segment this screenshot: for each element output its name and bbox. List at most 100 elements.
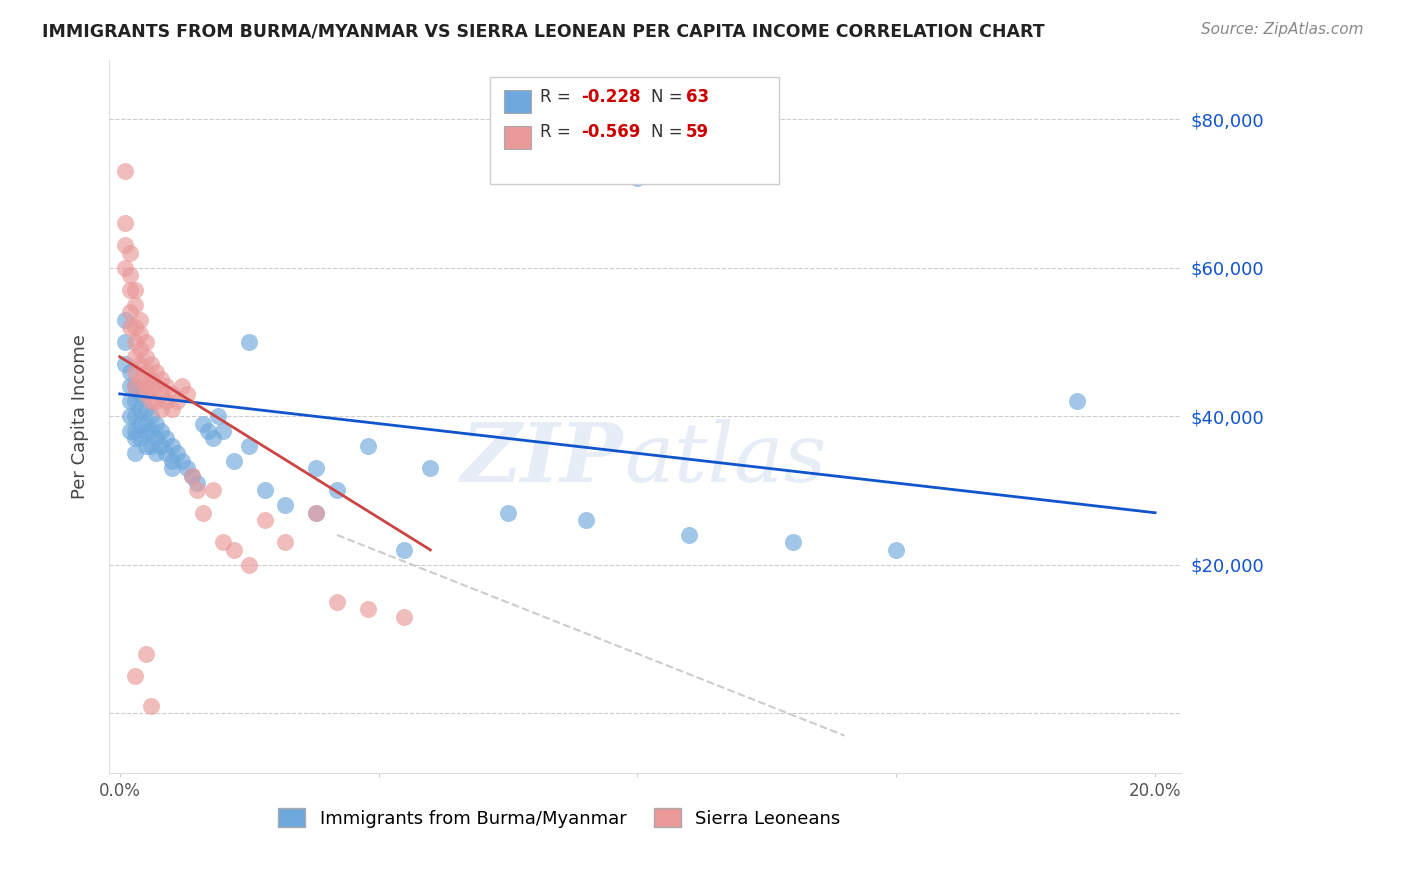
Point <box>678 528 700 542</box>
Point <box>120 365 142 379</box>
Point <box>496 506 519 520</box>
Point <box>124 379 146 393</box>
Point <box>176 461 198 475</box>
Point <box>124 334 146 349</box>
Point <box>139 357 162 371</box>
Point <box>145 417 167 431</box>
Point <box>186 483 208 498</box>
Point <box>135 647 157 661</box>
Point <box>124 350 146 364</box>
Point <box>139 439 162 453</box>
Point <box>222 454 245 468</box>
Point <box>884 542 907 557</box>
Point <box>181 468 204 483</box>
Point <box>305 506 328 520</box>
Text: Source: ZipAtlas.com: Source: ZipAtlas.com <box>1201 22 1364 37</box>
Point <box>166 394 188 409</box>
Point <box>139 394 162 409</box>
Point <box>176 387 198 401</box>
Point <box>394 542 416 557</box>
Point <box>166 446 188 460</box>
Point <box>135 424 157 438</box>
Point <box>197 424 219 438</box>
Point <box>124 298 146 312</box>
Point <box>150 439 173 453</box>
Point <box>253 513 276 527</box>
Point <box>253 483 276 498</box>
Point <box>139 424 162 438</box>
Point <box>135 334 157 349</box>
Point <box>191 417 214 431</box>
Point <box>114 260 136 275</box>
Point <box>139 409 162 424</box>
Point <box>150 401 173 416</box>
Point <box>114 238 136 252</box>
Point <box>114 216 136 230</box>
Point <box>124 379 146 393</box>
Point <box>155 432 177 446</box>
Point <box>1066 394 1088 409</box>
Point <box>150 424 173 438</box>
Point <box>135 417 157 431</box>
Point <box>124 283 146 297</box>
Text: -0.569: -0.569 <box>581 123 640 141</box>
Bar <box>503 90 530 113</box>
Point <box>160 454 183 468</box>
Point <box>212 424 235 438</box>
Point <box>120 305 142 319</box>
Point <box>238 334 260 349</box>
Text: 59: 59 <box>686 123 709 141</box>
Point <box>145 446 167 460</box>
Text: N =: N = <box>651 123 688 141</box>
Point <box>160 401 183 416</box>
Y-axis label: Per Capita Income: Per Capita Income <box>72 334 89 499</box>
FancyBboxPatch shape <box>489 78 779 185</box>
Point <box>207 409 229 424</box>
Point <box>170 454 193 468</box>
Point <box>201 483 224 498</box>
Point <box>135 379 157 393</box>
Point <box>120 394 142 409</box>
Text: R =: R = <box>540 123 576 141</box>
Point <box>120 379 142 393</box>
Point <box>114 334 136 349</box>
Point <box>160 387 183 401</box>
Point <box>238 439 260 453</box>
Point <box>129 312 152 326</box>
Point <box>120 268 142 282</box>
Legend: Immigrants from Burma/Myanmar, Sierra Leoneans: Immigrants from Burma/Myanmar, Sierra Le… <box>271 801 848 835</box>
Point <box>135 365 157 379</box>
Point <box>150 372 173 386</box>
Point <box>139 698 162 713</box>
Point <box>120 424 142 438</box>
Point <box>129 387 152 401</box>
Point <box>135 439 157 453</box>
Point <box>394 609 416 624</box>
Point <box>124 409 146 424</box>
Point <box>160 439 183 453</box>
Point <box>120 245 142 260</box>
Point <box>238 558 260 572</box>
Point <box>139 372 162 386</box>
Point <box>326 483 349 498</box>
Point <box>129 432 152 446</box>
Text: N =: N = <box>651 87 688 105</box>
Point <box>120 283 142 297</box>
Point <box>222 542 245 557</box>
Point <box>124 394 146 409</box>
Point <box>114 312 136 326</box>
Bar <box>503 126 530 149</box>
Text: ZIP: ZIP <box>461 419 624 499</box>
Point <box>274 535 297 549</box>
Point <box>129 343 152 357</box>
Point <box>145 394 167 409</box>
Point <box>135 387 157 401</box>
Point <box>120 409 142 424</box>
Point <box>170 379 193 393</box>
Point <box>135 350 157 364</box>
Point <box>124 446 146 460</box>
Point <box>575 513 598 527</box>
Point <box>150 387 173 401</box>
Point <box>114 357 136 371</box>
Text: R =: R = <box>540 87 576 105</box>
